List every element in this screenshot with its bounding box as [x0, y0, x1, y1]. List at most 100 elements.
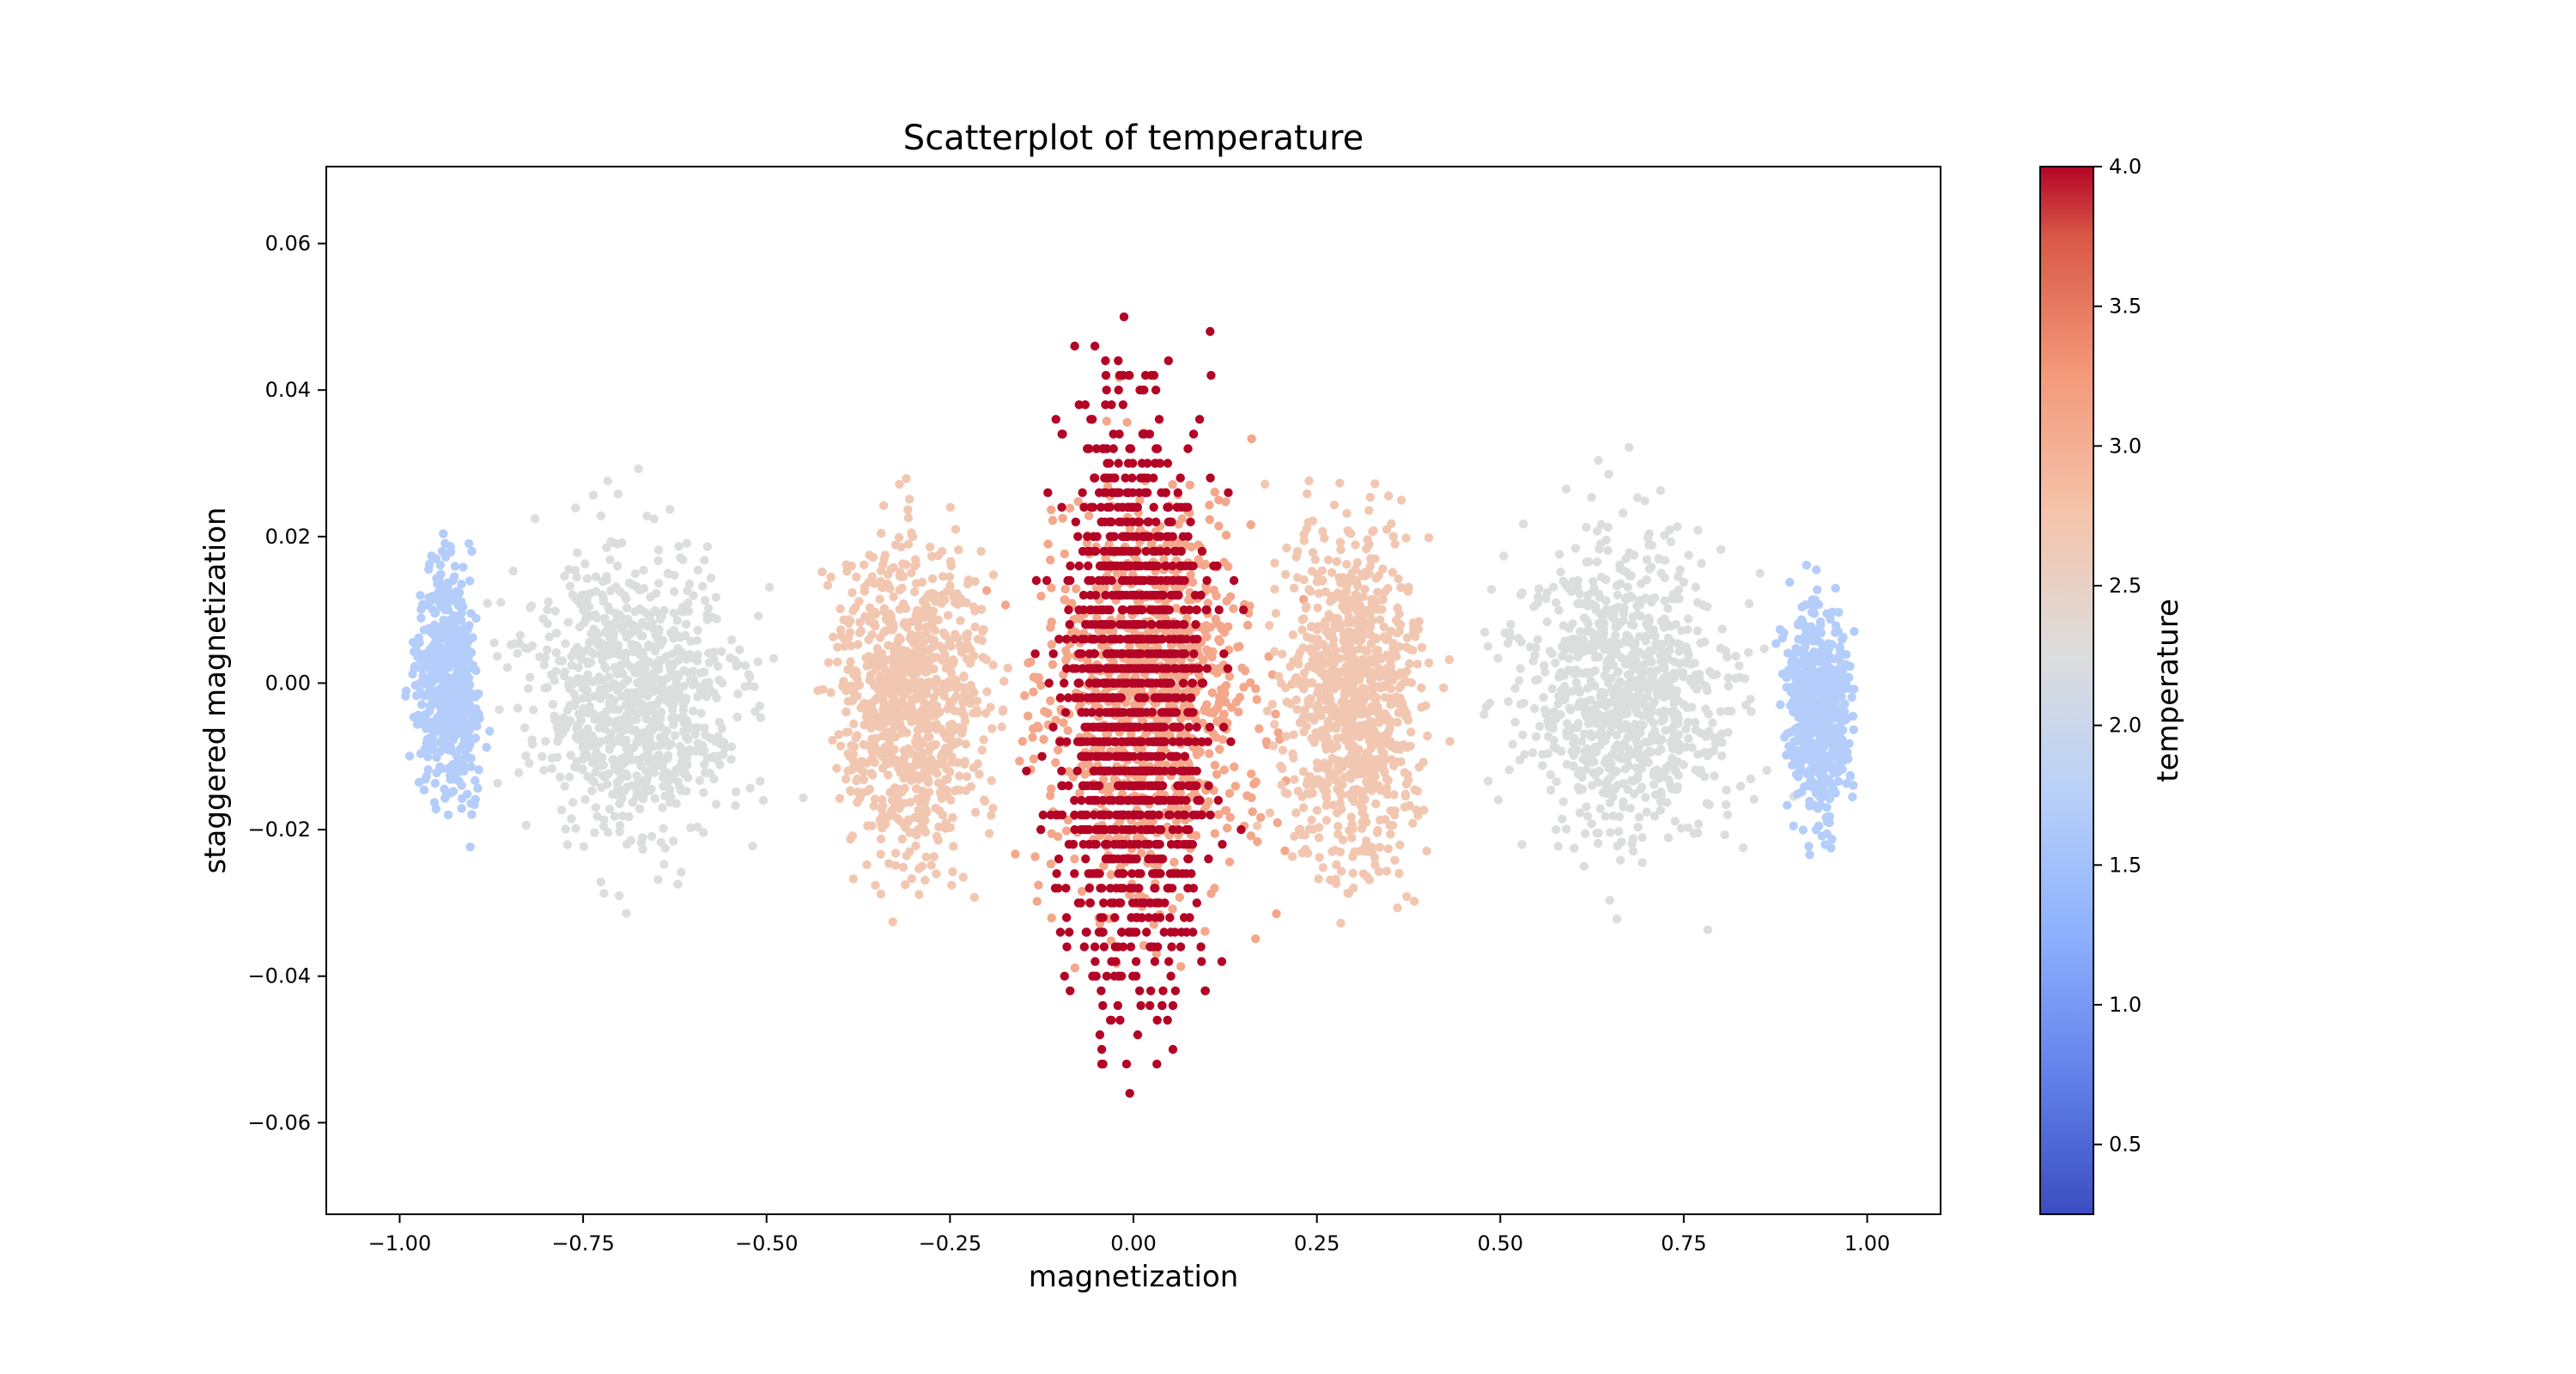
scatter-point [1335, 847, 1346, 857]
scatter-point [1196, 942, 1206, 951]
scatter-point [907, 874, 916, 884]
scatter-point [1163, 356, 1174, 366]
scatter-point [896, 635, 906, 644]
scatter-point [833, 657, 842, 667]
scatter-point [744, 681, 754, 690]
scatter-point [571, 824, 580, 833]
scatter-point [878, 704, 888, 714]
scatter-point [1166, 840, 1176, 849]
scatter-point [870, 681, 879, 690]
scatter-point [696, 708, 706, 718]
scatter-point [1202, 575, 1212, 586]
scatter-point [1208, 647, 1218, 657]
scatter-point [1061, 913, 1072, 922]
scatter-point [560, 571, 569, 581]
scatter-point [526, 601, 537, 611]
scatter-point [988, 660, 998, 670]
scatter-point [946, 641, 956, 651]
scatter-point [895, 479, 904, 489]
scatter-point [1125, 884, 1135, 893]
scatter-point [1215, 692, 1224, 702]
scatter-point [1085, 605, 1095, 615]
scatter-point [1165, 869, 1176, 879]
scatter-point [439, 529, 448, 538]
scatter-point [1040, 707, 1049, 716]
scatter-point [1082, 538, 1092, 548]
scatter-point [1168, 575, 1177, 586]
scatter-point [587, 786, 597, 796]
scatter-point [977, 745, 987, 755]
scatter-point [1121, 473, 1130, 483]
scatter-point [938, 748, 948, 757]
scatter-point [611, 582, 621, 592]
scatter-point [681, 619, 691, 629]
scatter-point [1097, 517, 1107, 526]
scatter-point [1051, 810, 1061, 820]
scatter-point [1202, 700, 1212, 709]
scatter-point [932, 674, 941, 684]
scatter-point [890, 860, 901, 870]
scatter-point [1143, 459, 1152, 468]
scatter-point [1083, 532, 1092, 541]
scatter-point [1197, 546, 1207, 556]
scatter-point [525, 672, 535, 682]
scatter-point [860, 587, 870, 596]
scatter-point [1078, 781, 1088, 791]
scatter-point [513, 648, 522, 658]
scatter-point [447, 654, 457, 664]
scatter-point [1164, 693, 1174, 702]
scatter-point [1070, 869, 1079, 879]
scatter-point [672, 616, 682, 625]
scatter-point [459, 742, 469, 751]
scatter-point [654, 695, 665, 705]
scatter-point [878, 795, 887, 805]
scatter-point [880, 550, 890, 560]
scatter-point [1176, 635, 1185, 644]
scatter-point [1100, 840, 1110, 849]
scatter-point [1229, 604, 1238, 613]
scatter-point [1212, 769, 1222, 779]
scatter-point [1127, 898, 1138, 908]
scatter-point [1134, 884, 1144, 893]
scatter-point [1060, 584, 1071, 594]
scatter-point [671, 799, 681, 808]
scatter-point [755, 701, 765, 711]
scatter-point [1273, 728, 1283, 738]
scatter-point [1077, 737, 1086, 746]
scatter-point [853, 640, 863, 649]
scatter-point [655, 614, 665, 624]
scatter-point [1085, 898, 1095, 908]
scatter-point [1285, 662, 1295, 672]
scatter-point [1183, 532, 1193, 541]
scatter-point [1247, 769, 1256, 779]
scatter-point [422, 752, 433, 762]
scatter-point [1388, 568, 1398, 577]
scatter-point [442, 715, 453, 726]
scatter-point [471, 666, 481, 676]
scatter-point [706, 733, 715, 743]
scatter-point [1223, 824, 1232, 833]
scatter-point [1020, 690, 1030, 701]
scatter-point [419, 625, 429, 635]
scatter-point [1122, 715, 1133, 725]
scatter-point [409, 712, 419, 722]
scatter-point [1204, 781, 1213, 791]
scatter-point [714, 675, 724, 684]
scatter-point [1081, 927, 1091, 937]
scatter-point [636, 837, 647, 848]
scatter-point [832, 763, 841, 773]
scatter-point [1137, 642, 1147, 652]
scatter-point [583, 670, 592, 679]
scatter-point [1131, 957, 1141, 966]
scatter-point [1075, 788, 1084, 798]
scatter-point [1221, 697, 1230, 707]
scatter-point [973, 708, 982, 718]
scatter-point [551, 647, 562, 658]
scatter-point [1199, 655, 1208, 665]
scatter-point [1148, 737, 1157, 746]
scatter-point [1087, 781, 1097, 791]
scatter-point [1118, 884, 1128, 893]
scatter-point [1096, 561, 1106, 571]
scatter-point [1147, 635, 1157, 644]
scatter-point [450, 641, 460, 652]
